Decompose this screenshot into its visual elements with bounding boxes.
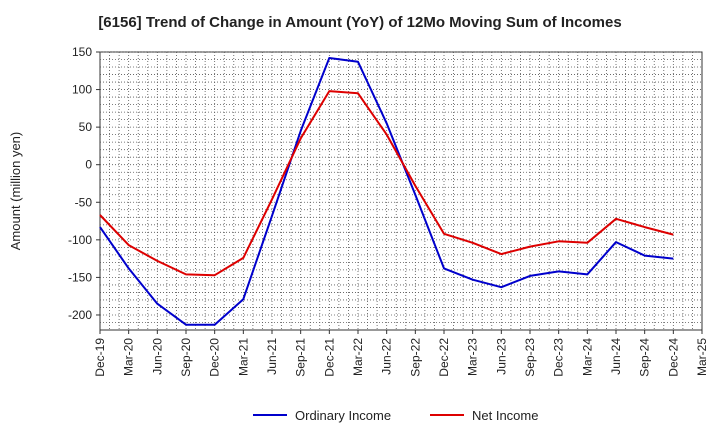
x-tick-label: Sep-22	[408, 338, 422, 377]
y-tick-label: 0	[85, 158, 92, 172]
plot-area	[99, 51, 703, 331]
chart-title: [6156] Trend of Change in Amount (YoY) o…	[98, 14, 622, 31]
x-tick-label: Sep-20	[179, 338, 193, 377]
y-tick-label: -200	[68, 308, 92, 322]
x-tick-label: Mar-21	[236, 338, 250, 376]
y-axis-label: Amount (million yen)	[8, 132, 23, 251]
x-tick-label: Dec-20	[208, 338, 222, 377]
y-tick-label: 150	[72, 45, 92, 59]
y-tick-label: -100	[68, 233, 92, 247]
series-line-ordinary-income	[99, 57, 674, 326]
x-tick-label: Jun-23	[494, 338, 508, 375]
x-tick-label: Sep-24	[638, 338, 652, 377]
x-tick-label: Dec-22	[437, 338, 451, 377]
x-tick-label: Jun-24	[609, 338, 623, 375]
x-tick-label: Mar-23	[466, 338, 480, 376]
x-tick-label: Dec-19	[93, 338, 107, 377]
x-tick-label: Mar-25	[695, 338, 709, 376]
legend-label: Ordinary Income	[295, 408, 391, 423]
x-tick-label: Mar-20	[122, 338, 136, 376]
x-tick-label: Dec-23	[552, 338, 566, 377]
y-tick-label: 50	[79, 120, 93, 134]
x-tick-label: Dec-21	[322, 338, 336, 377]
x-tick-label: Mar-24	[580, 338, 594, 376]
x-tick-label: Dec-24	[666, 338, 680, 377]
x-tick-label: Sep-23	[523, 338, 537, 377]
y-tick-label: 100	[72, 83, 92, 97]
x-tick-label: Sep-21	[294, 338, 308, 377]
x-tick-label: Mar-22	[351, 338, 365, 376]
x-tick-label: Jun-21	[265, 338, 279, 375]
x-tick-label: Jun-22	[380, 338, 394, 375]
series-line-net-income	[99, 90, 674, 277]
y-tick-label: -150	[68, 270, 92, 284]
x-tick-label: Jun-20	[150, 338, 164, 375]
y-tick-label: -50	[75, 195, 93, 209]
legend-label: Net Income	[472, 408, 538, 423]
